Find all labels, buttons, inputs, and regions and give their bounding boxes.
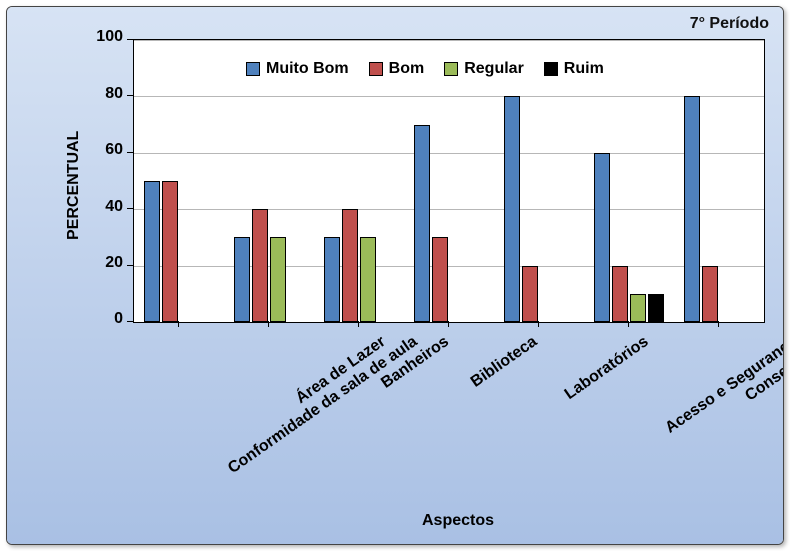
grid-line — [134, 266, 764, 267]
legend-item: Bom — [369, 60, 425, 78]
grid-line — [134, 96, 764, 97]
legend-item: Ruim — [544, 60, 604, 78]
bar — [432, 237, 448, 322]
y-tick-mark — [127, 95, 133, 96]
x-tick-mark — [628, 321, 629, 327]
bar — [234, 237, 250, 322]
grid-line — [134, 40, 764, 41]
x-tick-mark — [718, 321, 719, 327]
legend-item: Muito Bom — [246, 60, 349, 78]
y-axis-title: PERCENTUAL — [65, 131, 83, 240]
legend-label: Regular — [464, 60, 524, 77]
period-label: 7° Período — [690, 15, 769, 33]
legend-item: Regular — [444, 60, 524, 78]
bar — [360, 237, 376, 322]
bar — [342, 209, 358, 322]
y-tick-label: 40 — [83, 198, 123, 216]
legend-label: Muito Bom — [266, 60, 349, 77]
bar — [684, 96, 700, 322]
bar — [648, 294, 664, 322]
bar — [522, 266, 538, 322]
x-axis-title: Aspectos — [398, 512, 518, 530]
legend-swatch — [246, 62, 260, 76]
bar — [594, 153, 610, 322]
y-tick-label: 100 — [83, 28, 123, 46]
legend-label: Bom — [389, 60, 425, 77]
legend-label: Ruim — [564, 60, 604, 77]
bar — [270, 237, 286, 322]
y-tick-label: 0 — [83, 310, 123, 328]
bar — [612, 266, 628, 322]
y-tick-label: 60 — [83, 141, 123, 159]
x-tick-mark — [448, 321, 449, 327]
grid-line — [134, 209, 764, 210]
bar — [144, 181, 160, 322]
bar — [414, 125, 430, 322]
x-tick-mark — [538, 321, 539, 327]
legend-swatch — [444, 62, 458, 76]
bar — [630, 294, 646, 322]
legend-swatch — [544, 62, 558, 76]
chart-frame: 7° Período Muito Bom Bom Regular Ruim PERCE… — [6, 6, 784, 545]
bar — [162, 181, 178, 322]
bar — [252, 209, 268, 322]
y-tick-label: 80 — [83, 85, 123, 103]
x-tick-mark — [358, 321, 359, 327]
legend-swatch — [369, 62, 383, 76]
y-tick-mark — [127, 265, 133, 266]
bar — [324, 237, 340, 322]
y-tick-mark — [127, 39, 133, 40]
legend: Muito Bom Bom Regular Ruim — [228, 56, 622, 82]
y-tick-mark — [127, 152, 133, 153]
bar — [504, 96, 520, 322]
plot-area: Muito Bom Bom Regular Ruim — [133, 39, 765, 323]
bar — [702, 266, 718, 322]
y-tick-mark — [127, 321, 133, 322]
y-tick-label: 20 — [83, 254, 123, 272]
y-tick-mark — [127, 208, 133, 209]
grid-line — [134, 153, 764, 154]
x-tick-mark — [178, 321, 179, 327]
x-tick-mark — [268, 321, 269, 327]
